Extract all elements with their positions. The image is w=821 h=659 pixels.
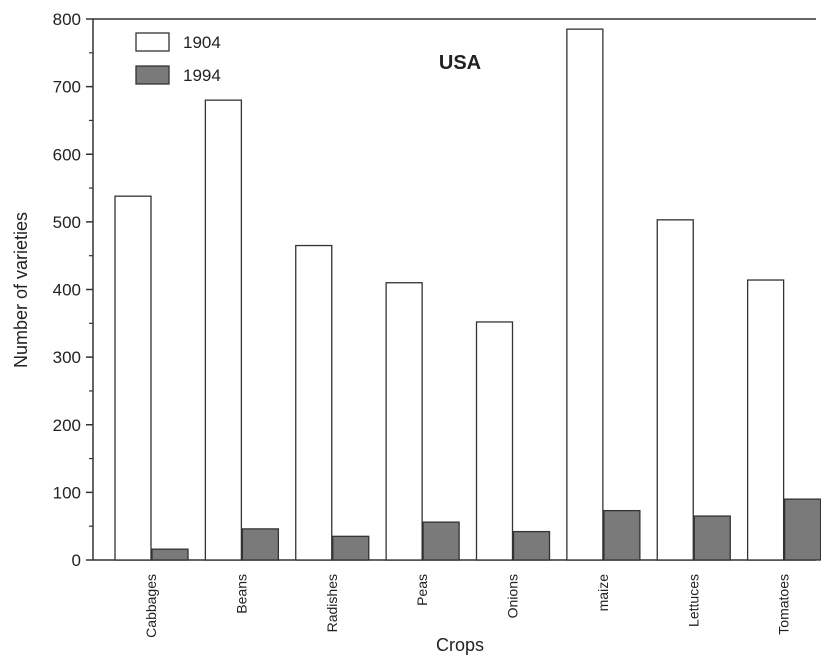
x-tick-label: maize — [595, 574, 611, 612]
legend-label-1904: 1904 — [183, 33, 221, 52]
y-tick-label: 700 — [53, 78, 81, 97]
bar-cabbages-1904 — [114, 195, 152, 561]
bar-lettuces-1904 — [656, 219, 694, 561]
y-axis-title: Number of varieties — [11, 212, 31, 368]
legend: 1904 1994 — [135, 32, 221, 85]
bar-onions-1904 — [475, 321, 514, 561]
y-tick-label: 100 — [53, 483, 81, 502]
y-tick-label: 200 — [53, 416, 81, 435]
x-axis: Cabbages Beans Radishes Peas Onions maize Lett… — [143, 574, 792, 638]
bar-lettuces-1994 — [693, 515, 731, 561]
x-tick-label: Lettuces — [685, 574, 701, 627]
bar-peas-1904 — [385, 282, 423, 561]
y-tick-label: 500 — [53, 213, 81, 232]
x-tick-label: Peas — [414, 574, 430, 606]
bar-onions-1994 — [512, 530, 551, 561]
y-tick-label: 600 — [53, 145, 81, 164]
bar-radishes-1994 — [332, 535, 370, 561]
legend-label-1994: 1994 — [183, 66, 221, 85]
bar-beans-1994 — [241, 528, 280, 561]
bars — [114, 28, 821, 561]
bar-peas-1994 — [422, 521, 460, 561]
x-tick-label: Onions — [505, 574, 521, 618]
x-tick-label: Cabbages — [143, 574, 159, 638]
bar-cabbages-1994 — [151, 548, 189, 561]
y-tick-label: 400 — [53, 281, 81, 300]
legend-swatch-1994 — [135, 65, 170, 85]
y-tick-label: 300 — [53, 348, 81, 367]
x-tick-label: Tomatoes — [776, 574, 792, 635]
x-axis-title: Crops — [436, 635, 484, 655]
bar-maize-1904 — [566, 28, 604, 561]
bar-tomatoes-1904 — [746, 279, 785, 561]
bar-tomatoes-1994 — [783, 498, 821, 561]
y-tick-label: 800 — [53, 10, 81, 29]
x-tick-label: Radishes — [324, 574, 340, 632]
x-tick-label: Beans — [233, 574, 249, 614]
bar-beans-1904 — [204, 99, 243, 561]
bar-maize-1994 — [603, 509, 641, 561]
plot-area — [92, 18, 816, 561]
y-tick-label: 0 — [72, 551, 81, 570]
legend-swatch-1904 — [135, 32, 170, 52]
bar-radishes-1904 — [295, 244, 333, 561]
y-axis: 0 100 200 300 400 500 600 700 800 — [53, 10, 93, 570]
chart-annotation: USA — [439, 52, 481, 74]
